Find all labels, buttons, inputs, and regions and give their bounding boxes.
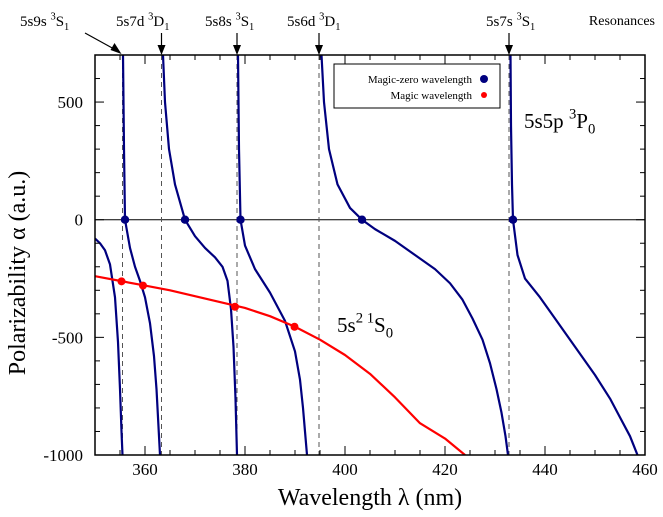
legend-marker-1 <box>481 92 487 98</box>
series-0-segment-3 <box>236 55 309 455</box>
magic-zero-point-1 <box>180 215 190 224</box>
magic-point-2 <box>231 302 239 311</box>
magic-zero-point-4 <box>508 215 518 224</box>
resonance-label-0: 5s9s 3S1 <box>20 11 69 33</box>
magic-point-0 <box>117 277 126 286</box>
y-axis-label: Polarizability α (a.u.) <box>5 171 31 376</box>
magic-zero-point-2 <box>236 215 245 224</box>
series-0-segment-2 <box>161 55 239 455</box>
series-0-segment-4 <box>320 55 510 455</box>
x-axis-label: Wavelength λ (nm) <box>278 485 462 511</box>
legend-label-0: Magic-zero wavelength <box>368 74 473 86</box>
series-0-segment-1 <box>121 55 162 455</box>
curves <box>95 55 639 455</box>
legend: Magic-zero wavelength Magic wavelength <box>333 63 501 109</box>
resonance-label-2: 5s8s 3S1 <box>205 11 254 33</box>
series-1-segment-0 <box>95 275 466 455</box>
x-tick-label: 360 <box>132 460 158 479</box>
x-tick-label: 460 <box>632 460 658 479</box>
magic-point-3 <box>290 322 299 331</box>
y-tick-label: 0 <box>75 211 84 230</box>
resonances-title: Resonances <box>589 14 655 29</box>
magic-point-1 <box>139 281 147 290</box>
labels: Resonances 5s9s 3S1 5s7d 3D1 5s8s 3S1 5s6d 3… <box>20 11 655 341</box>
x-tick-label: 380 <box>232 460 258 479</box>
series-label-5s5p-3P0: 5s5p 3P0 <box>524 107 595 138</box>
series-0-segment-5 <box>509 55 639 455</box>
resonance-arrowhead-1 <box>157 45 166 55</box>
series-label-5s2-1S0: 5s2 1S0 <box>337 311 393 342</box>
y-tick-label: -500 <box>52 328 83 347</box>
resonance-label-1: 5s7d 3D1 <box>116 11 169 33</box>
axes: 360 380 400 420 440 460 -1000 -500 0 500 <box>43 54 658 479</box>
magic-zero-point-0 <box>120 215 130 224</box>
x-tick-label: 420 <box>432 460 458 479</box>
legend-label-1: Magic wavelength <box>390 90 472 102</box>
resonance-arrowhead-0 <box>110 43 122 54</box>
resonance-arrowhead-4 <box>505 45 513 55</box>
resonance-label-3: 5s6d 3D1 <box>287 11 340 33</box>
x-tick-label: 400 <box>332 460 358 479</box>
resonance-label-4: 5s7s 3S1 <box>486 11 535 33</box>
resonance-arrowhead-3 <box>315 45 323 55</box>
y-tick-label: -1000 <box>43 446 83 465</box>
magic-zero-point-3 <box>357 215 367 224</box>
legend-marker-0 <box>480 75 488 83</box>
legend-box <box>333 63 501 109</box>
plot-area <box>95 55 645 455</box>
series-0-segment-0 <box>95 237 124 455</box>
x-tick-label: 440 <box>532 460 558 479</box>
y-tick-label: 500 <box>58 93 84 112</box>
resonance-arrowhead-2 <box>233 45 241 55</box>
